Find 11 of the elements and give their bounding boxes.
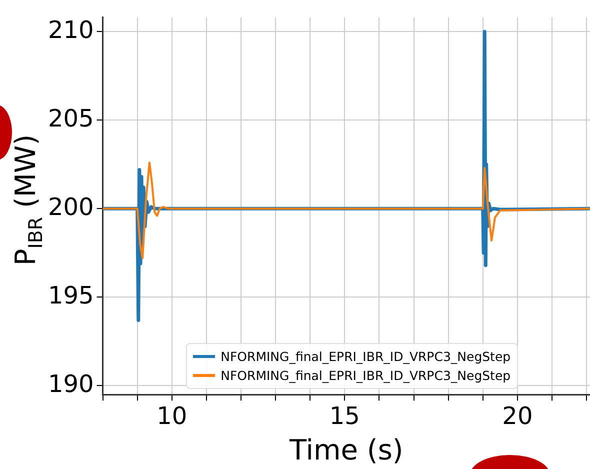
x-axis-title: Time (s) [288, 433, 404, 466]
x-tick-label: 10 [156, 402, 188, 430]
legend-label: NFORMING_final_EPRI_IBR_ID_VRPC3_NegStep [220, 366, 511, 385]
y-tick-label: 210 [48, 16, 94, 44]
x-tick-label: 20 [502, 402, 533, 430]
y-tick-label: 195 [48, 281, 94, 310]
x-tick-label: 15 [329, 402, 360, 430]
y-tick-label: 190 [48, 370, 94, 398]
legend-label: NFORMING_final_EPRI_IBR_ID_VRPC3_NegStep [220, 348, 511, 366]
y-tick-label: 205 [48, 104, 94, 132]
y-tick-label: 200 [48, 192, 94, 221]
